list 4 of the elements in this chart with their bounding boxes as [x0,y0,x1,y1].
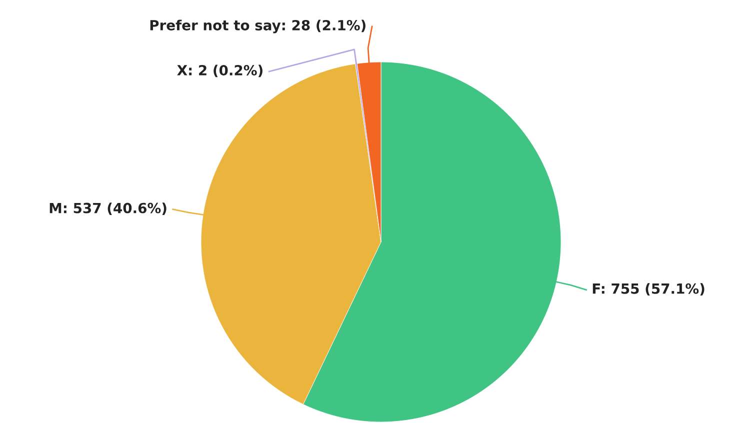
slice-label: M: 537 (40.6%) [50,202,166,215]
slice-label: F: 755 (57.1%) [592,283,704,296]
slice-label: Prefer not to say: 28 (2.1%) [150,20,366,34]
slice-label: X: 2 (0.2%) [177,64,262,78]
